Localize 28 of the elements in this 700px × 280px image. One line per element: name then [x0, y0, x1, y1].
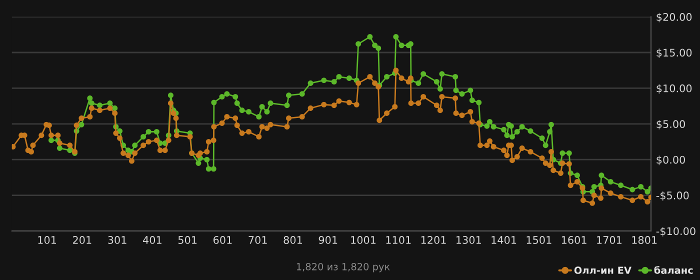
- x-tick-label: 201: [72, 236, 92, 244]
- x-tick-label: 1801: [632, 236, 657, 244]
- text: 1,820 из 1,820 рук: [296, 262, 390, 272]
- y-tick-label: $10.00: [656, 84, 692, 94]
- legend-label: Олл-ин EV: [574, 266, 632, 274]
- x-tick-label: 1001: [351, 236, 376, 244]
- x-tick-label: 1501: [526, 236, 552, 244]
- y-tick-label: $20.00: [656, 12, 692, 22]
- x-tick-label: 1701: [597, 236, 622, 244]
- x-tick-label: 101: [38, 236, 56, 244]
- y-tick-label: $15.00: [656, 48, 692, 58]
- x-tick-label: 901: [318, 236, 338, 244]
- x-tick-label: 1601: [562, 236, 586, 244]
- y-tick-label: $0.00: [656, 156, 685, 166]
- x-tick-label: 601: [213, 236, 232, 244]
- y-tick-label: -$10.00: [656, 227, 696, 236]
- y-tick-label: $5.00: [656, 120, 685, 130]
- x-tick-label: 501: [178, 236, 197, 244]
- x-tick-label: 701: [248, 236, 267, 244]
- x-tick-label: 1201: [421, 236, 446, 244]
- x-tick-label: 801: [284, 236, 302, 244]
- x-tick-label: 301: [108, 236, 126, 244]
- x-tick-label: 401: [143, 236, 162, 244]
- x-tick-label: 1301: [456, 236, 481, 244]
- x-tick-label: 1401: [492, 236, 516, 244]
- legend-label: баланс: [654, 266, 693, 274]
- x-tick-label: 1101: [386, 236, 411, 244]
- y-tick-label: -$5.00: [656, 191, 689, 201]
